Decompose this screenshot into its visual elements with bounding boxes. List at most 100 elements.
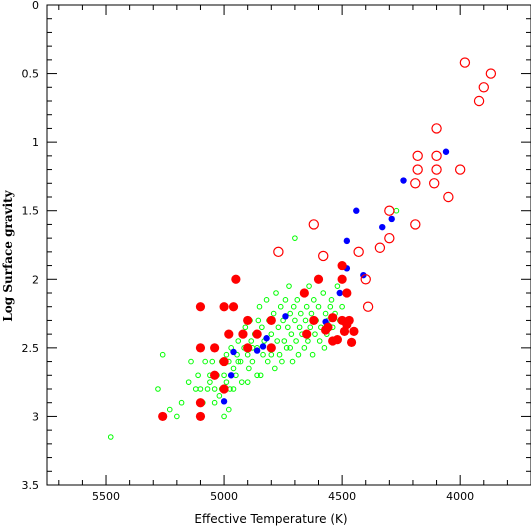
data-point — [254, 372, 260, 379]
data-point — [195, 372, 201, 379]
data-point — [332, 335, 343, 345]
data-point — [310, 297, 317, 303]
data-point — [410, 219, 421, 230]
data-point — [478, 82, 489, 93]
data-point — [238, 379, 245, 385]
data-point — [243, 315, 253, 326]
data-point — [299, 288, 309, 298]
data-point — [219, 302, 229, 312]
data-point — [431, 123, 442, 134]
series-open-circle-large — [273, 57, 497, 312]
data-point — [442, 148, 450, 155]
data-point — [339, 303, 345, 310]
data-point — [279, 358, 285, 365]
data-point — [252, 329, 262, 339]
data-point — [410, 178, 421, 189]
data-point — [219, 356, 229, 367]
data-point — [219, 384, 229, 394]
data-point — [320, 290, 327, 296]
data-point — [334, 283, 341, 289]
y-tick-label: 3.5 — [22, 479, 40, 492]
data-point — [337, 260, 347, 271]
plot-frame — [46, 4, 531, 486]
series-filled-circle-small — [220, 148, 450, 405]
data-point — [249, 358, 256, 365]
data-point — [159, 351, 166, 358]
data-point — [282, 297, 289, 303]
data-point — [336, 289, 343, 297]
data-point — [431, 150, 442, 162]
data-point — [374, 242, 386, 253]
data-point — [155, 386, 161, 392]
data-point — [313, 274, 324, 284]
data-point — [429, 178, 440, 189]
data-point — [459, 57, 471, 68]
data-point — [255, 317, 262, 324]
data-point — [270, 310, 277, 317]
data-point — [237, 358, 244, 365]
data-point — [231, 274, 241, 284]
data-point — [323, 322, 333, 332]
data-point — [211, 399, 218, 406]
data-point — [263, 335, 270, 342]
data-point — [238, 329, 248, 339]
data-point — [400, 177, 407, 184]
data-point — [158, 411, 168, 422]
data-point — [342, 288, 352, 298]
data-point — [318, 250, 329, 262]
data-point — [328, 297, 335, 303]
data-point — [327, 303, 334, 310]
y-axis-title: Log Surface gravity — [1, 189, 15, 321]
data-point — [220, 398, 228, 405]
data-point — [195, 411, 206, 422]
y-tick-label: 0.5 — [22, 68, 40, 81]
data-point — [273, 290, 279, 296]
data-point — [303, 303, 310, 310]
data-point — [302, 317, 309, 324]
data-point — [321, 345, 328, 351]
data-point — [337, 274, 347, 284]
data-point — [174, 413, 180, 420]
data-point — [243, 343, 253, 353]
data-point — [431, 164, 442, 175]
data-point — [246, 365, 252, 372]
x-tick-label: 5000 — [210, 490, 238, 503]
data-point — [244, 379, 251, 385]
data-point — [195, 398, 206, 408]
data-point — [379, 223, 386, 231]
data-point — [235, 338, 242, 344]
data-point — [288, 331, 295, 337]
data-point — [292, 317, 298, 324]
data-point — [454, 164, 466, 175]
data-point — [293, 338, 299, 344]
y-tick-label: 2.5 — [22, 342, 40, 355]
data-point — [178, 399, 185, 406]
data-point — [306, 283, 312, 289]
data-point — [360, 274, 371, 285]
x-tick-label: 4000 — [446, 490, 474, 503]
data-point — [362, 301, 374, 312]
data-point — [277, 303, 284, 310]
data-point — [301, 345, 308, 351]
data-point — [223, 379, 230, 385]
data-point — [256, 303, 263, 310]
data-point — [316, 338, 323, 344]
data-point — [204, 386, 211, 392]
data-point — [166, 406, 173, 413]
data-point — [259, 324, 265, 331]
y-tick-label: 1 — [32, 136, 39, 149]
data-point — [263, 297, 270, 303]
data-point — [266, 343, 276, 353]
data-point — [275, 324, 282, 331]
data-point — [485, 68, 497, 79]
data-point — [296, 324, 303, 331]
y-tick-label: 3 — [32, 410, 39, 423]
data-point — [260, 351, 266, 358]
y-tick-label: 1.5 — [22, 205, 40, 218]
data-point — [384, 232, 395, 244]
data-point — [328, 313, 338, 323]
data-point — [272, 365, 278, 372]
data-point — [221, 413, 227, 420]
data-point — [216, 393, 223, 399]
data-point — [283, 345, 290, 351]
